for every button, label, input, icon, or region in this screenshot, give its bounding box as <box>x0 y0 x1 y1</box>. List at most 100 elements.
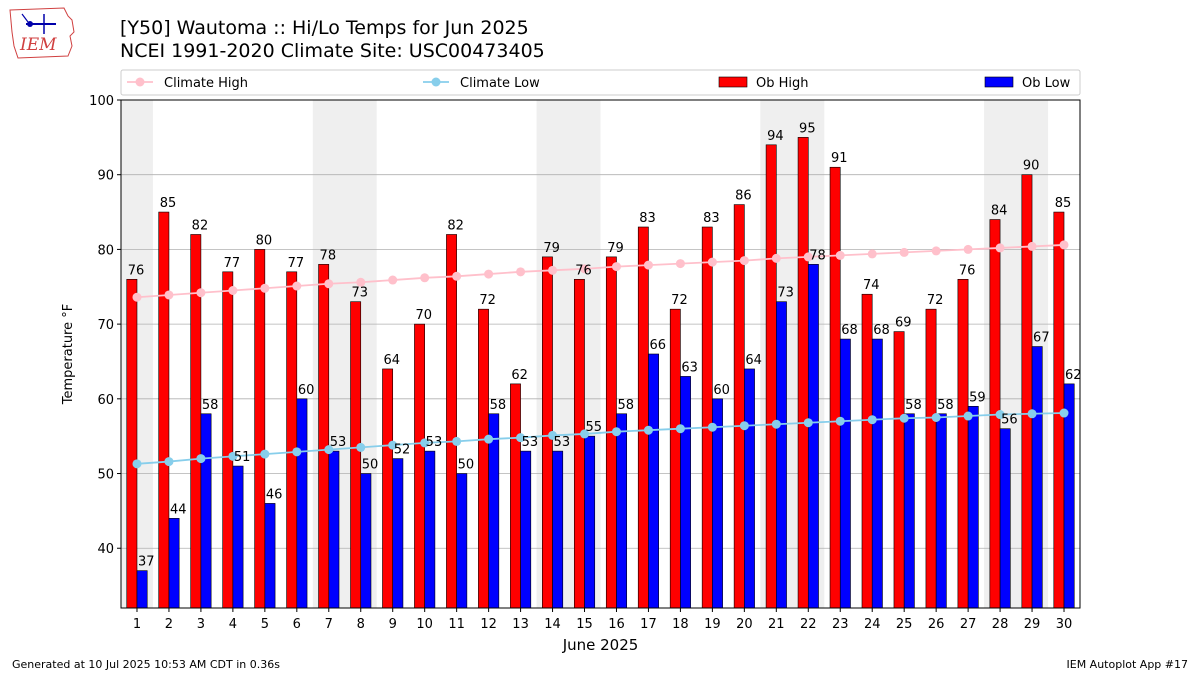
label-high-2: 85 <box>160 196 177 211</box>
xtick-label-7: 7 <box>325 617 333 632</box>
bar-low-18 <box>680 376 691 609</box>
bar-low-22 <box>807 264 819 609</box>
label-low-23: 68 <box>841 323 858 338</box>
ytick-label-70: 70 <box>97 318 114 333</box>
ytick-label-50: 50 <box>97 468 114 483</box>
label-low-17: 66 <box>649 338 666 353</box>
label-high-17: 83 <box>639 211 656 226</box>
xtick-label-23: 23 <box>832 617 849 632</box>
chart-subtitle: NCEI 1991-2020 Climate Site: USC00473405 <box>120 40 545 62</box>
label-high-20: 86 <box>735 189 752 204</box>
label-high-22: 95 <box>799 121 816 136</box>
climate-low-point-27 <box>963 411 973 421</box>
bar-high-23 <box>829 166 841 609</box>
legend-label-ob-low: Ob Low <box>1022 76 1071 91</box>
xtick-label-14: 14 <box>544 617 561 632</box>
xtick-label-26: 26 <box>928 617 945 632</box>
climate-high-point-2 <box>164 290 174 300</box>
bar-high-4 <box>222 271 234 609</box>
bar-low-9 <box>392 458 404 609</box>
xtick-label-22: 22 <box>800 617 817 632</box>
climate-high-point-4 <box>228 286 238 295</box>
bar-high-13 <box>510 383 521 609</box>
climate-low-point-19 <box>707 422 717 432</box>
label-high-21: 94 <box>767 129 784 144</box>
chart-title: [Y50] Wautoma :: Hi/Lo Temps for Jun 202… <box>120 17 529 39</box>
legend-label-climate-high: Climate High <box>164 76 248 91</box>
label-low-7: 53 <box>330 435 347 450</box>
legend-label-climate-low: Climate Low <box>460 76 540 91</box>
label-high-23: 91 <box>831 151 848 166</box>
bar-high-27 <box>957 278 969 609</box>
legend-swatch-marker-climate-high <box>135 77 145 87</box>
bar-high-22 <box>797 137 809 609</box>
footer-generated: Generated at 10 Jul 2025 10:53 AM CDT in… <box>12 658 280 671</box>
label-high-24: 74 <box>863 278 880 293</box>
climate-high-point-11 <box>452 271 462 281</box>
bar-high-15 <box>573 278 585 609</box>
bar-high-29 <box>1021 174 1033 609</box>
ytick-label-100: 100 <box>89 94 114 109</box>
bar-low-29 <box>1031 346 1043 609</box>
climate-low-point-21 <box>771 419 781 429</box>
bar-high-2 <box>158 211 170 609</box>
bar-low-23 <box>839 338 851 609</box>
bar-high-17 <box>637 226 649 609</box>
bar-low-11 <box>456 473 468 609</box>
label-low-25: 58 <box>905 398 922 413</box>
climate-high-point-1 <box>132 292 142 302</box>
climate-high-point-30 <box>1059 240 1069 250</box>
climate-high-point-9 <box>388 275 398 285</box>
climate-low-point-24 <box>867 415 877 425</box>
label-low-6: 60 <box>298 383 315 398</box>
climate-low-point-2 <box>164 457 174 467</box>
label-low-13: 53 <box>522 435 539 450</box>
climate-low-point-3 <box>196 454 206 464</box>
climate-low-point-23 <box>835 416 845 426</box>
label-high-3: 82 <box>192 218 209 233</box>
climate-low-point-13 <box>516 433 526 443</box>
bar-high-26 <box>925 308 937 609</box>
xtick-label-20: 20 <box>736 617 753 632</box>
bar-high-9 <box>382 368 394 609</box>
bar-low-3 <box>200 413 212 609</box>
label-high-4: 77 <box>224 256 241 271</box>
climate-low-point-1 <box>132 459 142 469</box>
label-high-5: 80 <box>256 233 273 248</box>
label-low-26: 58 <box>937 398 954 413</box>
climate-low-point-7 <box>324 445 334 455</box>
bar-high-5 <box>254 249 266 609</box>
xtick-label-5: 5 <box>261 617 269 632</box>
label-low-16: 58 <box>617 398 634 413</box>
bar-high-10 <box>414 323 425 609</box>
bar-low-14 <box>552 450 564 609</box>
bar-low-28 <box>999 428 1011 609</box>
climate-low-point-5 <box>260 449 270 459</box>
xtick-label-8: 8 <box>357 617 365 632</box>
label-low-21: 73 <box>777 286 794 301</box>
climate-low-point-10 <box>420 438 430 448</box>
xtick-label-10: 10 <box>416 617 433 632</box>
climate-high-point-27 <box>963 244 973 254</box>
climate-low-point-8 <box>356 442 366 452</box>
climate-high-point-7 <box>324 279 334 289</box>
bar-low-21 <box>776 301 787 609</box>
climate-low-point-4 <box>228 451 238 461</box>
climate-high-point-22 <box>803 252 813 262</box>
bar-low-10 <box>424 450 436 609</box>
climate-high-point-20 <box>739 256 749 266</box>
climate-high-point-19 <box>707 257 717 267</box>
label-low-24: 68 <box>873 323 890 338</box>
label-high-11: 82 <box>447 218 464 233</box>
bar-high-7 <box>318 264 330 609</box>
climate-low-point-28 <box>995 410 1005 420</box>
climate-low-point-29 <box>1027 409 1037 419</box>
xtick-label-17: 17 <box>640 617 657 632</box>
climate-high-point-26 <box>931 246 941 256</box>
climate-high-point-5 <box>260 283 270 293</box>
climate-high-point-8 <box>356 277 366 287</box>
xtick-label-21: 21 <box>768 617 785 632</box>
bar-low-4 <box>232 465 244 609</box>
label-high-10: 70 <box>415 308 432 323</box>
label-high-19: 83 <box>703 211 720 226</box>
